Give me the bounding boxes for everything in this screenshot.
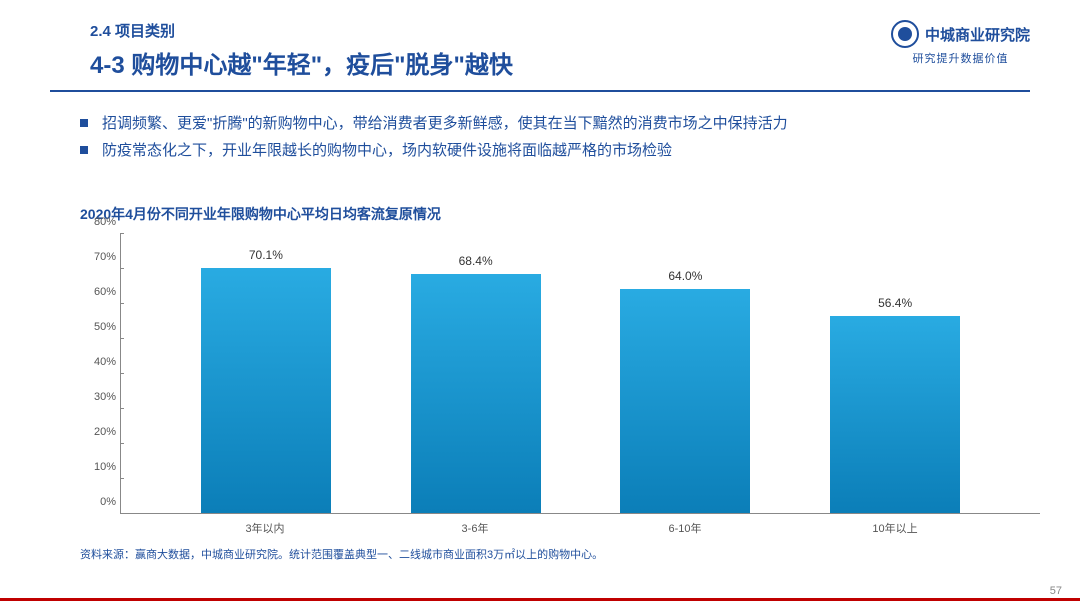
- logo-icon: [891, 20, 919, 48]
- x-axis: 3年以内 3-6年 6-10年 10年以上: [120, 520, 1040, 536]
- bullet-item: 招调频繁、更爱"折腾"的新购物中心，带给消费者更多新鲜感，使其在当下黯然的消费市…: [80, 110, 1030, 137]
- y-tick-label: 50%: [94, 321, 116, 333]
- bar-rect: [201, 268, 331, 513]
- logo-text: 中城商业研究院: [925, 24, 1030, 45]
- bullet-marker-icon: [80, 119, 88, 127]
- slide: 2.4 项目类别 4-3 购物中心越"年轻"，疫后"脱身"越快 中城商业研究院 …: [0, 0, 1080, 607]
- y-tick-label: 10%: [94, 461, 116, 473]
- chart-title: 2020年4月份不同开业年限购物中心平均日均客流复原情况: [80, 204, 1030, 224]
- bar-value-label: 56.4%: [878, 296, 912, 310]
- y-tick-label: 70%: [94, 251, 116, 263]
- y-axis: 0%10%20%30%40%50%60%70%80%: [80, 234, 120, 514]
- bar-chart: 0%10%20%30%40%50%60%70%80% 70.1%68.4%64.…: [80, 234, 1040, 536]
- plot-area: 70.1% 68.4% 64.0% 56.4%: [120, 234, 1040, 514]
- bar-value-label: 64.0%: [668, 269, 702, 283]
- source-note: 资料来源：赢商大数据，中城商业研究院。统计范围覆盖典型一、二线城市商业面积3万㎡…: [80, 546, 1030, 562]
- bar: 56.4%: [830, 296, 960, 513]
- bar: 70.1%: [201, 248, 331, 513]
- bar-rect: [620, 289, 750, 513]
- bar-value-label: 68.4%: [459, 254, 493, 268]
- y-tick-label: 0%: [100, 496, 116, 508]
- bar: 68.4%: [411, 254, 541, 513]
- header: 2.4 项目类别 4-3 购物中心越"年轻"，疫后"脱身"越快 中城商业研究院 …: [50, 20, 1030, 92]
- bullet-item: 防疫常态化之下，开业年限越长的购物中心，场内软硬件设施将面临越严格的市场检验: [80, 137, 1030, 164]
- bar-rect: [830, 316, 960, 513]
- page-title: 4-3 购物中心越"年轻"，疫后"脱身"越快: [90, 45, 1030, 80]
- bar: 64.0%: [620, 269, 750, 513]
- y-tick-label: 60%: [94, 286, 116, 298]
- bar-value-label: 70.1%: [249, 248, 283, 262]
- y-tick-label: 30%: [94, 391, 116, 403]
- header-divider: [50, 90, 1030, 92]
- x-tick-label: 10年以上: [830, 520, 960, 536]
- y-tick-label: 40%: [94, 356, 116, 368]
- x-tick-label: 3-6年: [410, 520, 540, 536]
- logo: 中城商业研究院 研究提升数据价值: [891, 20, 1030, 66]
- y-tick-label: 20%: [94, 426, 116, 438]
- bullet-text: 招调频繁、更爱"折腾"的新购物中心，带给消费者更多新鲜感，使其在当下黯然的消费市…: [102, 110, 788, 137]
- x-tick-label: 6-10年: [620, 520, 750, 536]
- bullet-list: 招调频繁、更爱"折腾"的新购物中心，带给消费者更多新鲜感，使其在当下黯然的消费市…: [80, 110, 1030, 164]
- y-tick-label: 80%: [94, 216, 116, 228]
- logo-subtitle: 研究提升数据价值: [891, 50, 1030, 66]
- bar-rect: [411, 274, 541, 513]
- x-tick-label: 3年以内: [200, 520, 330, 536]
- bullet-marker-icon: [80, 146, 88, 154]
- footer-divider: [0, 598, 1080, 601]
- section-number: 2.4 项目类别: [90, 20, 1030, 41]
- bullet-text: 防疫常态化之下，开业年限越长的购物中心，场内软硬件设施将面临越严格的市场检验: [102, 137, 672, 164]
- page-number: 57: [1050, 585, 1062, 597]
